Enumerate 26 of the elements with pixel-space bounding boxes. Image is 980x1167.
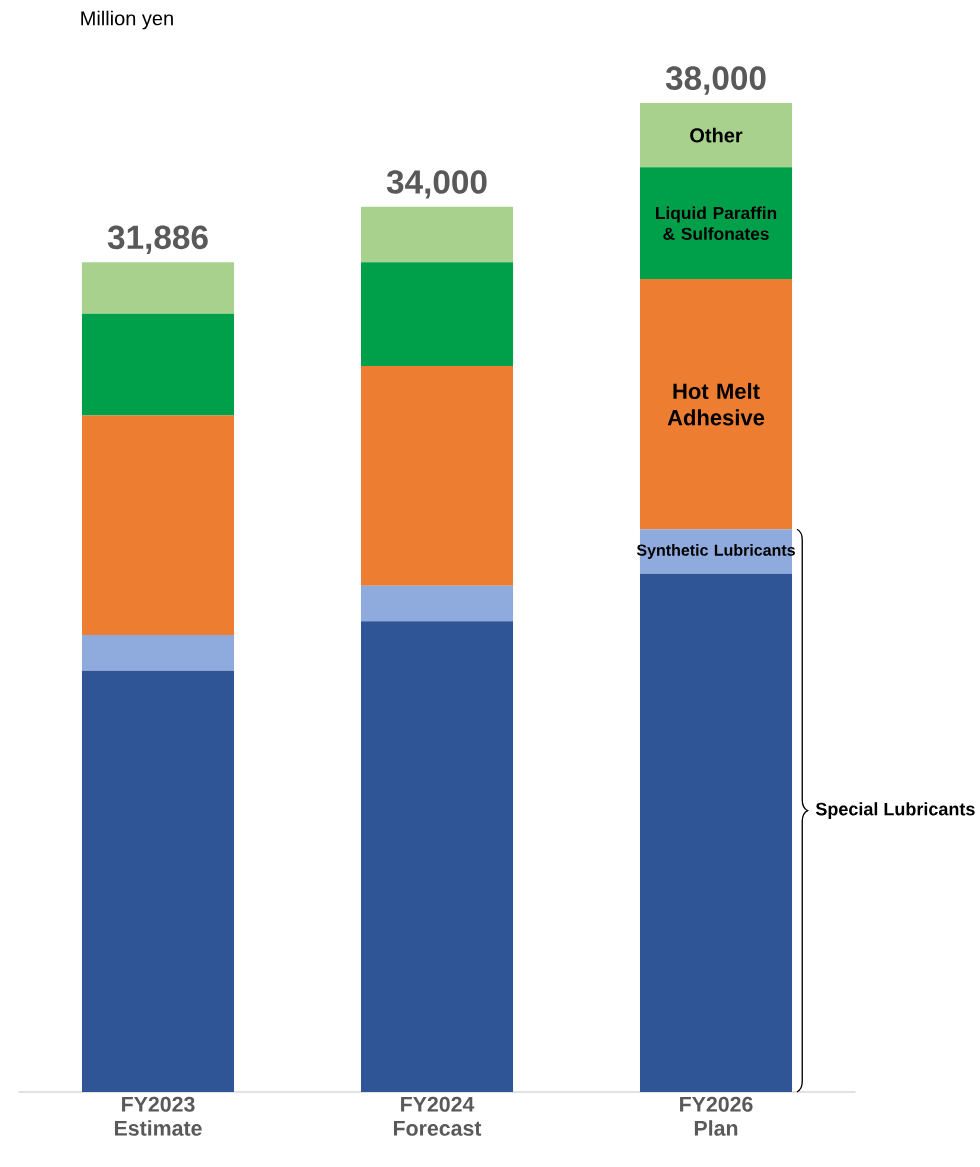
- series-label: Synthetic Lubricants: [636, 544, 795, 559]
- bar: [640, 103, 793, 168]
- bar: [361, 585, 514, 622]
- bar: [82, 415, 235, 636]
- bar: [82, 262, 235, 314]
- bar: [640, 279, 793, 530]
- bar: [361, 206, 514, 263]
- annotation: 34,000: [386, 170, 487, 199]
- annotation: 31,886: [107, 225, 208, 254]
- bar: [82, 670, 235, 1092]
- bar: [640, 573, 793, 1092]
- series-label: Hot Melt Adhesive: [667, 382, 765, 426]
- series-label: Other: [690, 127, 743, 143]
- bar: [361, 621, 514, 1092]
- bar: [640, 167, 793, 280]
- series-label: Liquid Paraffin & Sulfonates: [656, 206, 777, 240]
- x-tick-label: FY2026 Plan: [680, 1096, 753, 1136]
- bar: [361, 262, 514, 367]
- annotation: Special Lubricants: [815, 802, 975, 820]
- annotation: 38,000: [665, 66, 766, 95]
- bar: [82, 313, 235, 416]
- bar: [82, 635, 235, 671]
- x-tick-label: FY2024 Forecast: [394, 1096, 482, 1136]
- y-axis-title: Million yen: [81, 10, 173, 30]
- bar: [361, 366, 514, 586]
- x-tick-label: FY2023 Estimate: [115, 1096, 202, 1136]
